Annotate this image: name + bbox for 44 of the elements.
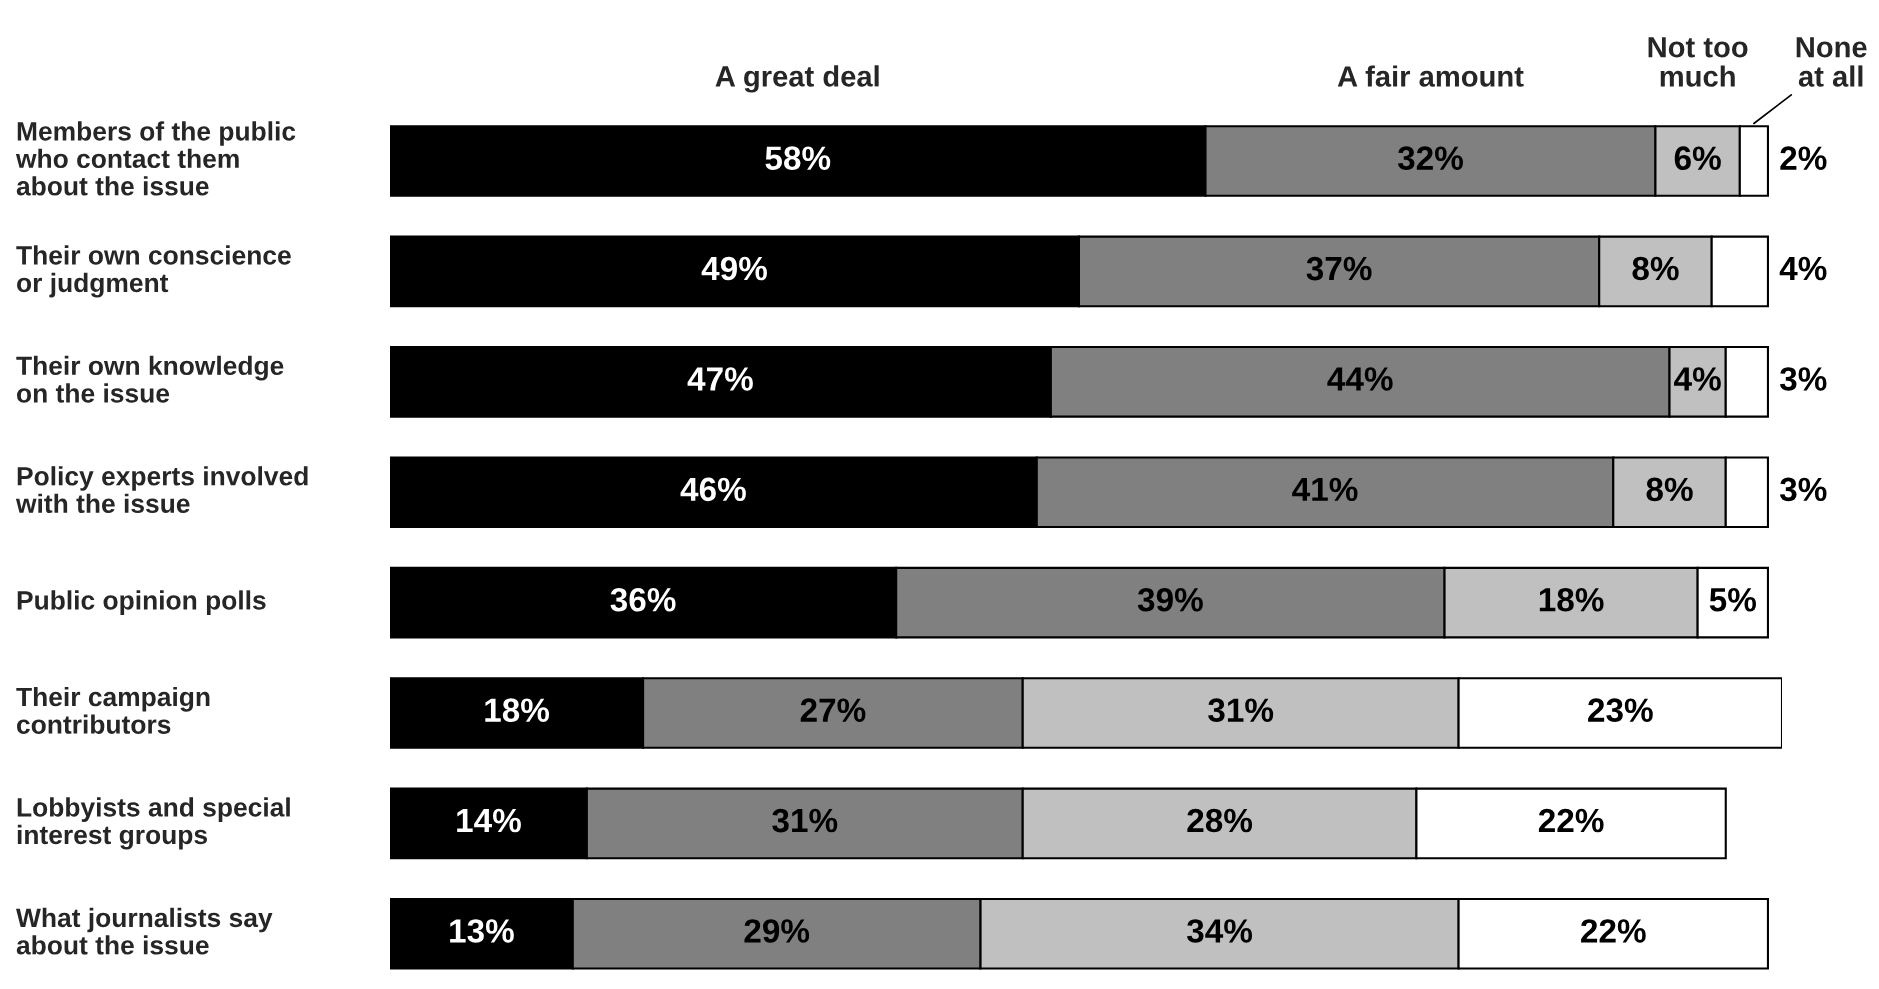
series-label: A fair amount xyxy=(1337,65,1524,87)
y-tick-label: Their campaign contributors xyxy=(16,686,210,734)
series-label: Not too much xyxy=(1648,37,1748,87)
data-label: 3% xyxy=(1779,477,1827,502)
data-label: 8% xyxy=(1646,477,1693,502)
data-label: 18% xyxy=(485,698,550,722)
y-tick-label: Lobbyists and special interest groups xyxy=(17,797,290,850)
series-label: A great deal xyxy=(715,65,879,93)
data-label: 5% xyxy=(1709,588,1756,612)
y-tick-label: Their own conscience or judgment xyxy=(16,245,291,298)
data-label: 13% xyxy=(450,919,514,943)
data-label: 49% xyxy=(701,256,767,281)
data-label: 34% xyxy=(1186,919,1253,943)
data-label: 46% xyxy=(680,477,746,502)
data-label: 41% xyxy=(1292,477,1358,502)
data-label: 3% xyxy=(1779,367,1827,391)
data-label: 8% xyxy=(1632,256,1679,281)
series-label: None at all xyxy=(1796,37,1867,87)
y-tick-label: Their own knowledge on the issue xyxy=(16,355,284,403)
data-label: 6% xyxy=(1674,146,1721,170)
data-label: 22% xyxy=(1538,808,1604,833)
data-label: 28% xyxy=(1187,808,1253,833)
y-tick-label: What journalists say about the issue xyxy=(16,907,273,955)
data-label: 2% xyxy=(1780,146,1827,170)
data-label: 4% xyxy=(1674,367,1721,391)
data-label: 31% xyxy=(1208,698,1274,722)
y-tick-label: Public opinion polls xyxy=(17,590,266,615)
data-label: 18% xyxy=(1539,587,1604,612)
y-tick-label: Policy experts involved with the issue xyxy=(15,466,308,514)
data-label: 37% xyxy=(1306,256,1372,281)
data-label: 47% xyxy=(687,367,753,391)
data-label: 36% xyxy=(610,587,676,612)
data-label: 29% xyxy=(744,919,810,943)
data-label: 31% xyxy=(772,808,838,833)
data-label: 23% xyxy=(1588,698,1653,722)
data-label: 44% xyxy=(1327,367,1393,391)
data-label: 14% xyxy=(457,808,521,833)
data-label: 22% xyxy=(1581,919,1646,943)
data-label: 27% xyxy=(800,698,866,722)
data-label: 4% xyxy=(1779,256,1827,281)
data-label: 32% xyxy=(1397,146,1463,171)
y-tick-label: Members of the public who contact them about the issue xyxy=(15,121,296,196)
data-label: 58% xyxy=(765,146,831,170)
data-label: 39% xyxy=(1137,587,1203,612)
